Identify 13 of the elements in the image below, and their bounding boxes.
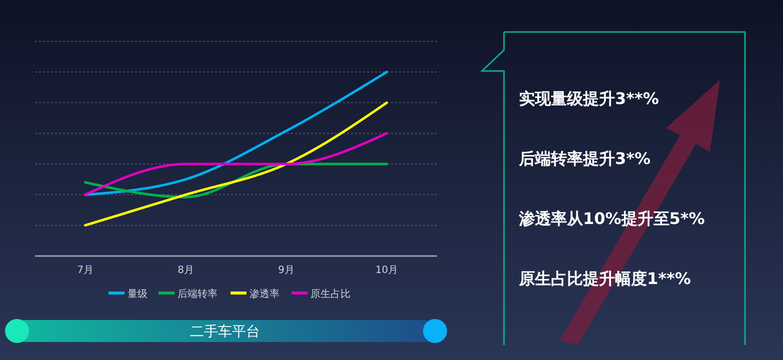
text: 二手车平台 <box>190 324 260 340</box>
x-tick-label: 7月 <box>77 265 94 276</box>
text: 渗透率从10%提升至5*% <box>518 209 705 228</box>
x-tick-label: 9月 <box>278 265 294 276</box>
legend-label: 渗透率 <box>250 288 280 300</box>
legend-label: 原生占比 <box>310 288 350 300</box>
text: 原生占比提升幅度1**% <box>518 269 691 288</box>
text: 后端转率提升3*% <box>518 149 651 168</box>
x-tick-label: 10月 <box>375 265 398 276</box>
x-tick-label: 8月 <box>178 265 194 276</box>
text: 实现量级提升3**% <box>519 89 659 108</box>
legend-label: 后端转率 <box>178 288 218 300</box>
legend-label: 量级 <box>128 288 148 300</box>
